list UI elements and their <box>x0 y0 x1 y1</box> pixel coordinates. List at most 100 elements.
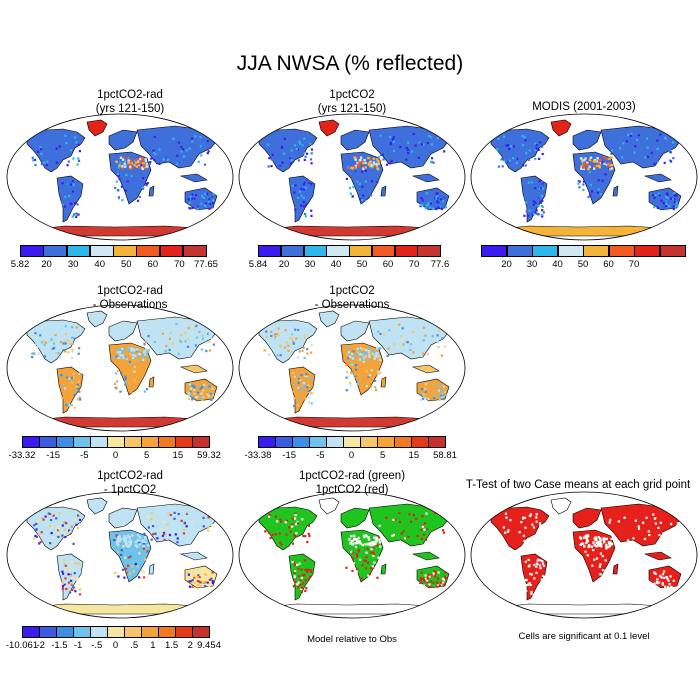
colorbar-4: -33.32 -15 -5 0 5 15 59.32 <box>9 436 221 461</box>
continent-asia <box>136 503 220 547</box>
grid-cell-texture <box>263 323 448 408</box>
continent-asia <box>368 316 452 360</box>
colorbar-swatch <box>90 436 108 448</box>
colorbar-label: -10.061 <box>5 640 39 651</box>
colorbar-5: -33.38 -15 -5 0 5 15 58.81 <box>245 436 457 461</box>
continent-europe <box>572 129 602 151</box>
continent-indonesia <box>643 173 672 183</box>
colorbar-label: 70 <box>628 259 640 270</box>
colorbar-swatch <box>141 626 159 638</box>
colorbar-swatch <box>343 436 361 448</box>
colorbar-swatch <box>394 436 412 448</box>
colorbar-label: 5 <box>144 450 150 461</box>
colorbar-label: 77.65 <box>194 259 218 270</box>
colorbar-label: -2 <box>36 640 45 651</box>
colorbar-swatch <box>557 245 584 257</box>
panel-title-p2: 1pctCO2 (yrs 121-150) <box>237 88 467 116</box>
colorbar-label: -5 <box>316 450 325 461</box>
map-panel-4 <box>6 304 234 432</box>
continent-indonesia <box>411 551 440 561</box>
map-panel-7 <box>238 491 466 619</box>
continent-madagascar <box>380 563 387 575</box>
figure-title: JJA NWSA (% reflected) <box>236 52 464 75</box>
colorbar-swatch <box>659 245 686 257</box>
grid-cell-texture <box>496 510 679 596</box>
colorbar-swatch <box>22 436 40 448</box>
colorbar-label: 2 <box>187 640 193 651</box>
colorbar-swatch <box>89 245 114 257</box>
panel-title-line1: T-Test of two Case means at each grid po… <box>465 479 691 491</box>
colorbar-label: 50 <box>120 259 132 270</box>
colorbar-2: 5.84 20 30 40 50 60 70 77.6 <box>249 245 449 270</box>
colorbar-label: -.5 <box>91 640 103 651</box>
continent-asia <box>368 503 452 547</box>
colorbar-swatch <box>107 436 125 448</box>
continent-europe <box>108 507 138 529</box>
colorbar-swatch <box>159 245 184 257</box>
colorbar-swatch <box>56 436 74 448</box>
map-border <box>238 491 466 619</box>
colorbar-swatch <box>107 626 125 638</box>
continent-europe <box>340 129 370 151</box>
colorbar-3: 20 30 40 50 60 70 <box>481 245 686 270</box>
panel-title-line1: 1pctCO2-rad <box>97 470 163 482</box>
panel-title-line1: 1pctCO2-rad <box>97 89 163 101</box>
panel-title-line1: 1pctCO2 <box>329 89 375 101</box>
colorbar-label: 58.81 <box>433 450 457 461</box>
colorbar-label: 0 <box>112 450 119 461</box>
colorbar-swatch <box>303 245 327 257</box>
continent-indonesia <box>411 364 440 374</box>
colorbar-swatch <box>280 245 305 257</box>
colorbar-swatch <box>158 626 176 638</box>
colorbar-swatch <box>113 245 137 257</box>
colorbar-swatch <box>309 436 327 448</box>
panel-title-line2: (yrs 121-150) <box>317 103 387 115</box>
continent-europe <box>108 320 138 342</box>
colorbar-label: 40 <box>94 259 105 270</box>
continent-indonesia <box>411 173 440 183</box>
panel-title-p8: T-Test of two Case means at each grid po… <box>458 478 698 492</box>
map-border <box>6 113 234 241</box>
colorbar-label: 30 <box>526 259 538 270</box>
panel-title-line1: 1pctCO2 <box>329 285 375 297</box>
continent-greenland <box>318 119 340 137</box>
colorbar-swatch <box>182 245 207 257</box>
colorbar-label: 77.6 <box>430 259 450 270</box>
colorbar-swatch <box>66 245 91 257</box>
colorbar-label: 50 <box>356 259 368 270</box>
continent-europe <box>572 507 602 529</box>
colorbar-swatch <box>326 245 350 257</box>
colorbar-label: 15 <box>408 450 420 461</box>
continent-northAmerica <box>258 128 318 173</box>
map-border <box>6 304 234 432</box>
colorbar-swatch <box>275 436 293 448</box>
colorbar-swatch <box>175 626 193 638</box>
continent-greenland <box>550 119 572 137</box>
map-panel-5 <box>238 304 466 432</box>
map-border <box>470 113 698 241</box>
colorbar-swatch <box>39 626 57 638</box>
colorbar-label: 1.5 <box>164 640 179 651</box>
colorbar-label: 30 <box>304 259 316 270</box>
colorbar-label: 20 <box>41 259 52 270</box>
colorbar-label: -33.32 <box>8 450 36 461</box>
colorbar-label: -5 <box>80 450 89 461</box>
continent-madagascar <box>380 185 387 197</box>
colorbar-label: 0 <box>348 450 355 461</box>
colorbar-label: -33.38 <box>244 450 272 461</box>
colorbar-label: 40 <box>552 259 563 270</box>
map-panel-1 <box>6 113 234 241</box>
colorbar-label: 30 <box>67 259 79 270</box>
colorbar-swatch <box>608 245 635 257</box>
continent-madagascar <box>148 563 155 575</box>
colorbar-swatch <box>349 245 373 257</box>
grid-cell-texture <box>33 511 214 596</box>
map-panel-6 <box>6 491 234 619</box>
continent-greenland <box>86 119 108 137</box>
continent-madagascar <box>380 376 387 388</box>
continent-europe <box>108 129 138 151</box>
colorbar-label: 50 <box>577 259 589 270</box>
colorbar-swatch <box>326 436 344 448</box>
colorbar-label: 5 <box>380 450 386 461</box>
continent-madagascar <box>612 563 619 575</box>
